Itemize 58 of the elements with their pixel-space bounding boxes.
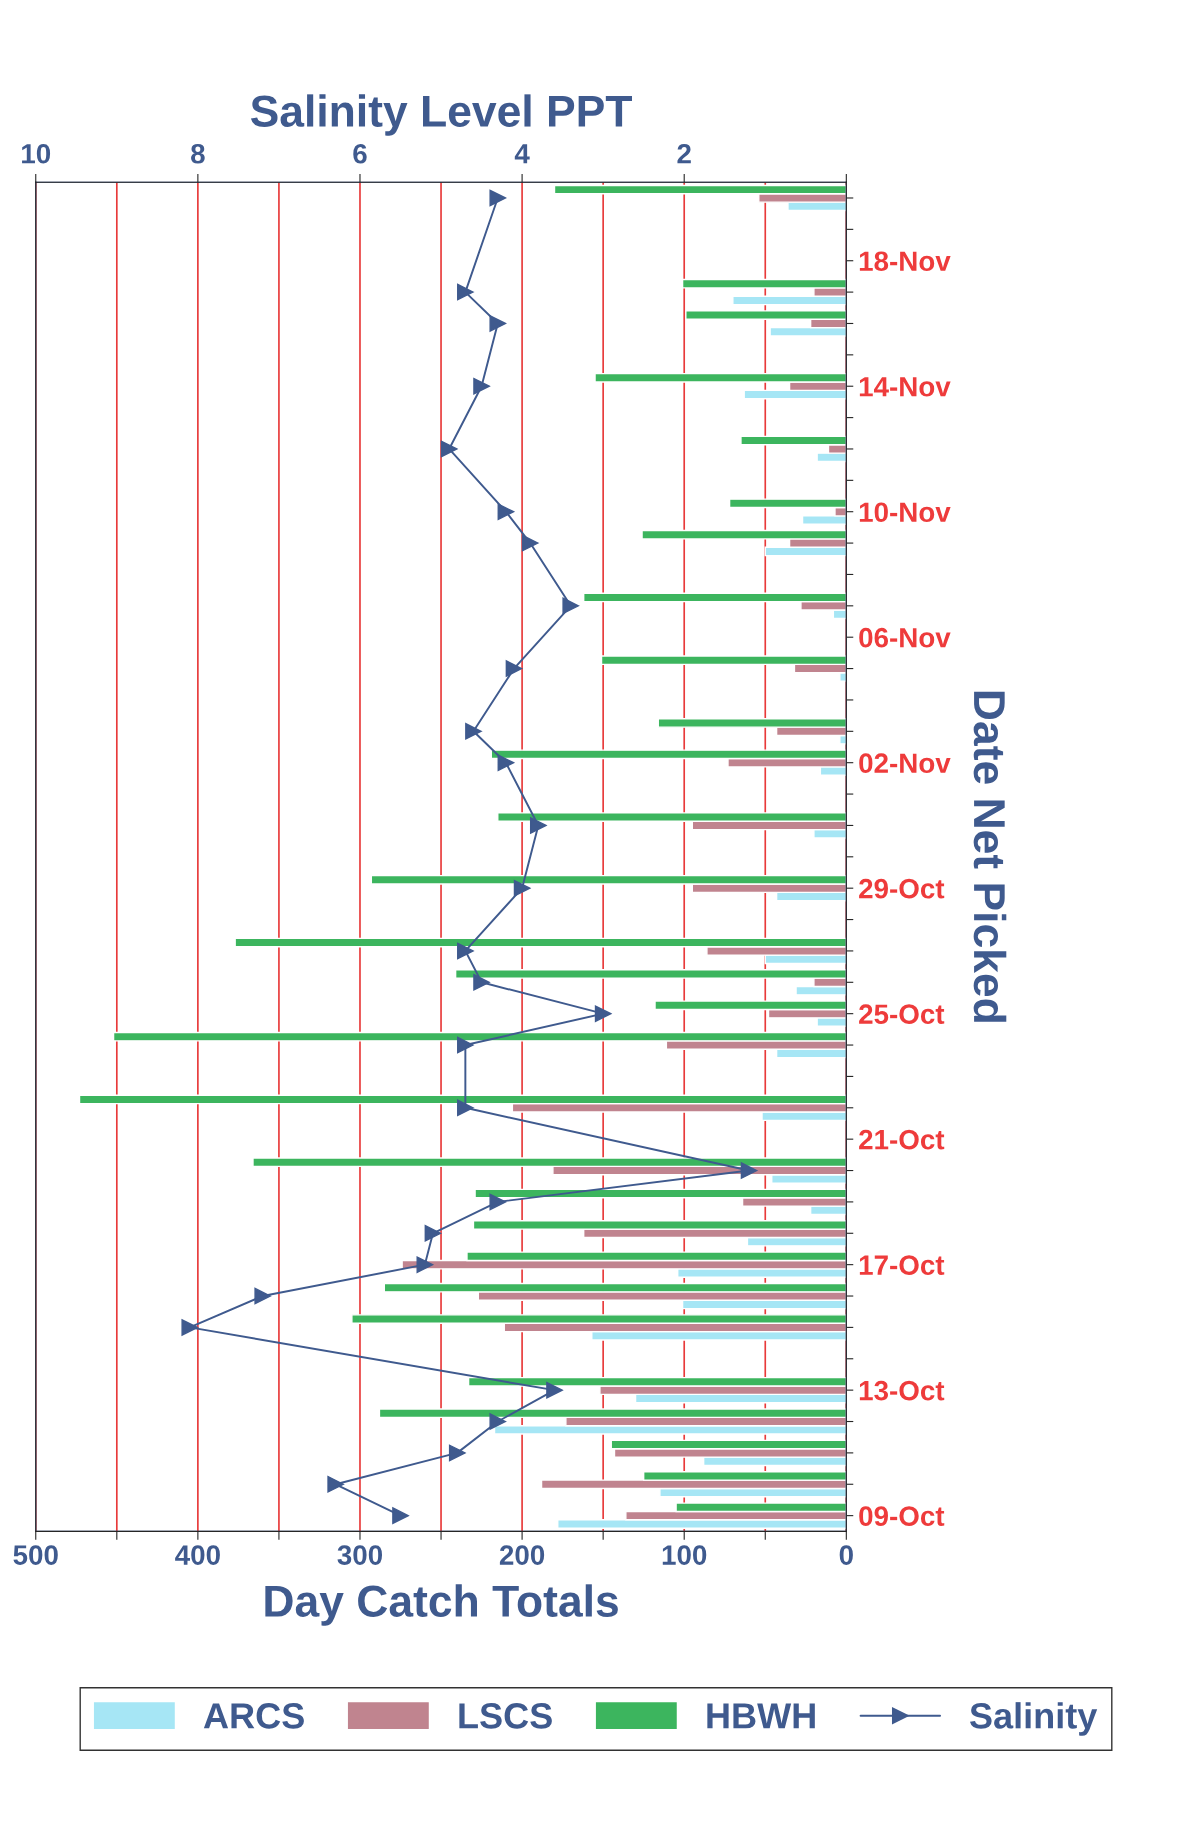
point [513, 879, 531, 897]
point [448, 1444, 466, 1462]
x2-axis-title: Salinity Level PPT [250, 94, 632, 136]
x2-tick-label: 2 [677, 143, 691, 164]
point [473, 377, 490, 395]
y-tick-label: 21-Oct [859, 1129, 945, 1150]
legend-label: ARCS [203, 1703, 304, 1729]
x2-tick-label: 6 [353, 143, 367, 164]
legend-label: Salinity [969, 1702, 1098, 1736]
point [740, 1162, 758, 1179]
x-tick-label: 500 [13, 1545, 58, 1565]
y-tick-label: 13-Oct [859, 1380, 945, 1401]
point [562, 597, 580, 615]
x-tick-label: 0 [839, 1545, 853, 1565]
point [392, 1507, 409, 1524]
y-tick-label: 29-Oct [859, 878, 945, 899]
point [489, 189, 507, 207]
y-tick-label: 25-Oct [859, 1004, 945, 1025]
point [440, 440, 458, 458]
x2-tick-label: 10 [22, 143, 51, 164]
point [457, 1099, 474, 1117]
y-tick-label: 06-Nov [859, 627, 951, 648]
point [181, 1319, 199, 1336]
point [416, 1256, 434, 1273]
legend-label: HBWH [707, 1703, 815, 1729]
point [465, 722, 482, 740]
point [521, 534, 539, 552]
point [497, 754, 515, 772]
x-tick-label: 200 [499, 1545, 545, 1565]
point [497, 503, 515, 521]
y-tick-label: 10-Nov [859, 502, 951, 523]
point [457, 1036, 474, 1054]
x-tick-label: 100 [662, 1545, 707, 1565]
point [473, 973, 490, 991]
point [529, 817, 547, 834]
x-tick-label: 300 [337, 1545, 383, 1565]
point [489, 1413, 507, 1430]
point [489, 315, 507, 332]
legend-label: LSCS [459, 1703, 552, 1729]
point [505, 660, 523, 677]
y-tick-label: 02-Nov [859, 753, 951, 774]
point [254, 1287, 272, 1305]
y-tick-label: 14-Nov [859, 377, 951, 397]
point [457, 283, 474, 301]
point [327, 1475, 345, 1493]
point [489, 1193, 507, 1211]
x2-tick-label: 4 [514, 144, 530, 164]
x-tick-label: 400 [175, 1545, 220, 1565]
point [457, 942, 474, 960]
y-tick-label: 09-Oct [859, 1506, 945, 1526]
x-axis-title: Day Catch Totals [265, 1584, 618, 1626]
point [594, 1005, 612, 1023]
x2-tick-label: 8 [191, 143, 205, 164]
y-tick-label: 17-Oct [859, 1255, 945, 1275]
y-axis-title: Date Net Picked [973, 691, 1007, 1022]
y-tick-label: 18-Nov [859, 251, 951, 272]
point [424, 1224, 442, 1242]
point [546, 1381, 563, 1399]
